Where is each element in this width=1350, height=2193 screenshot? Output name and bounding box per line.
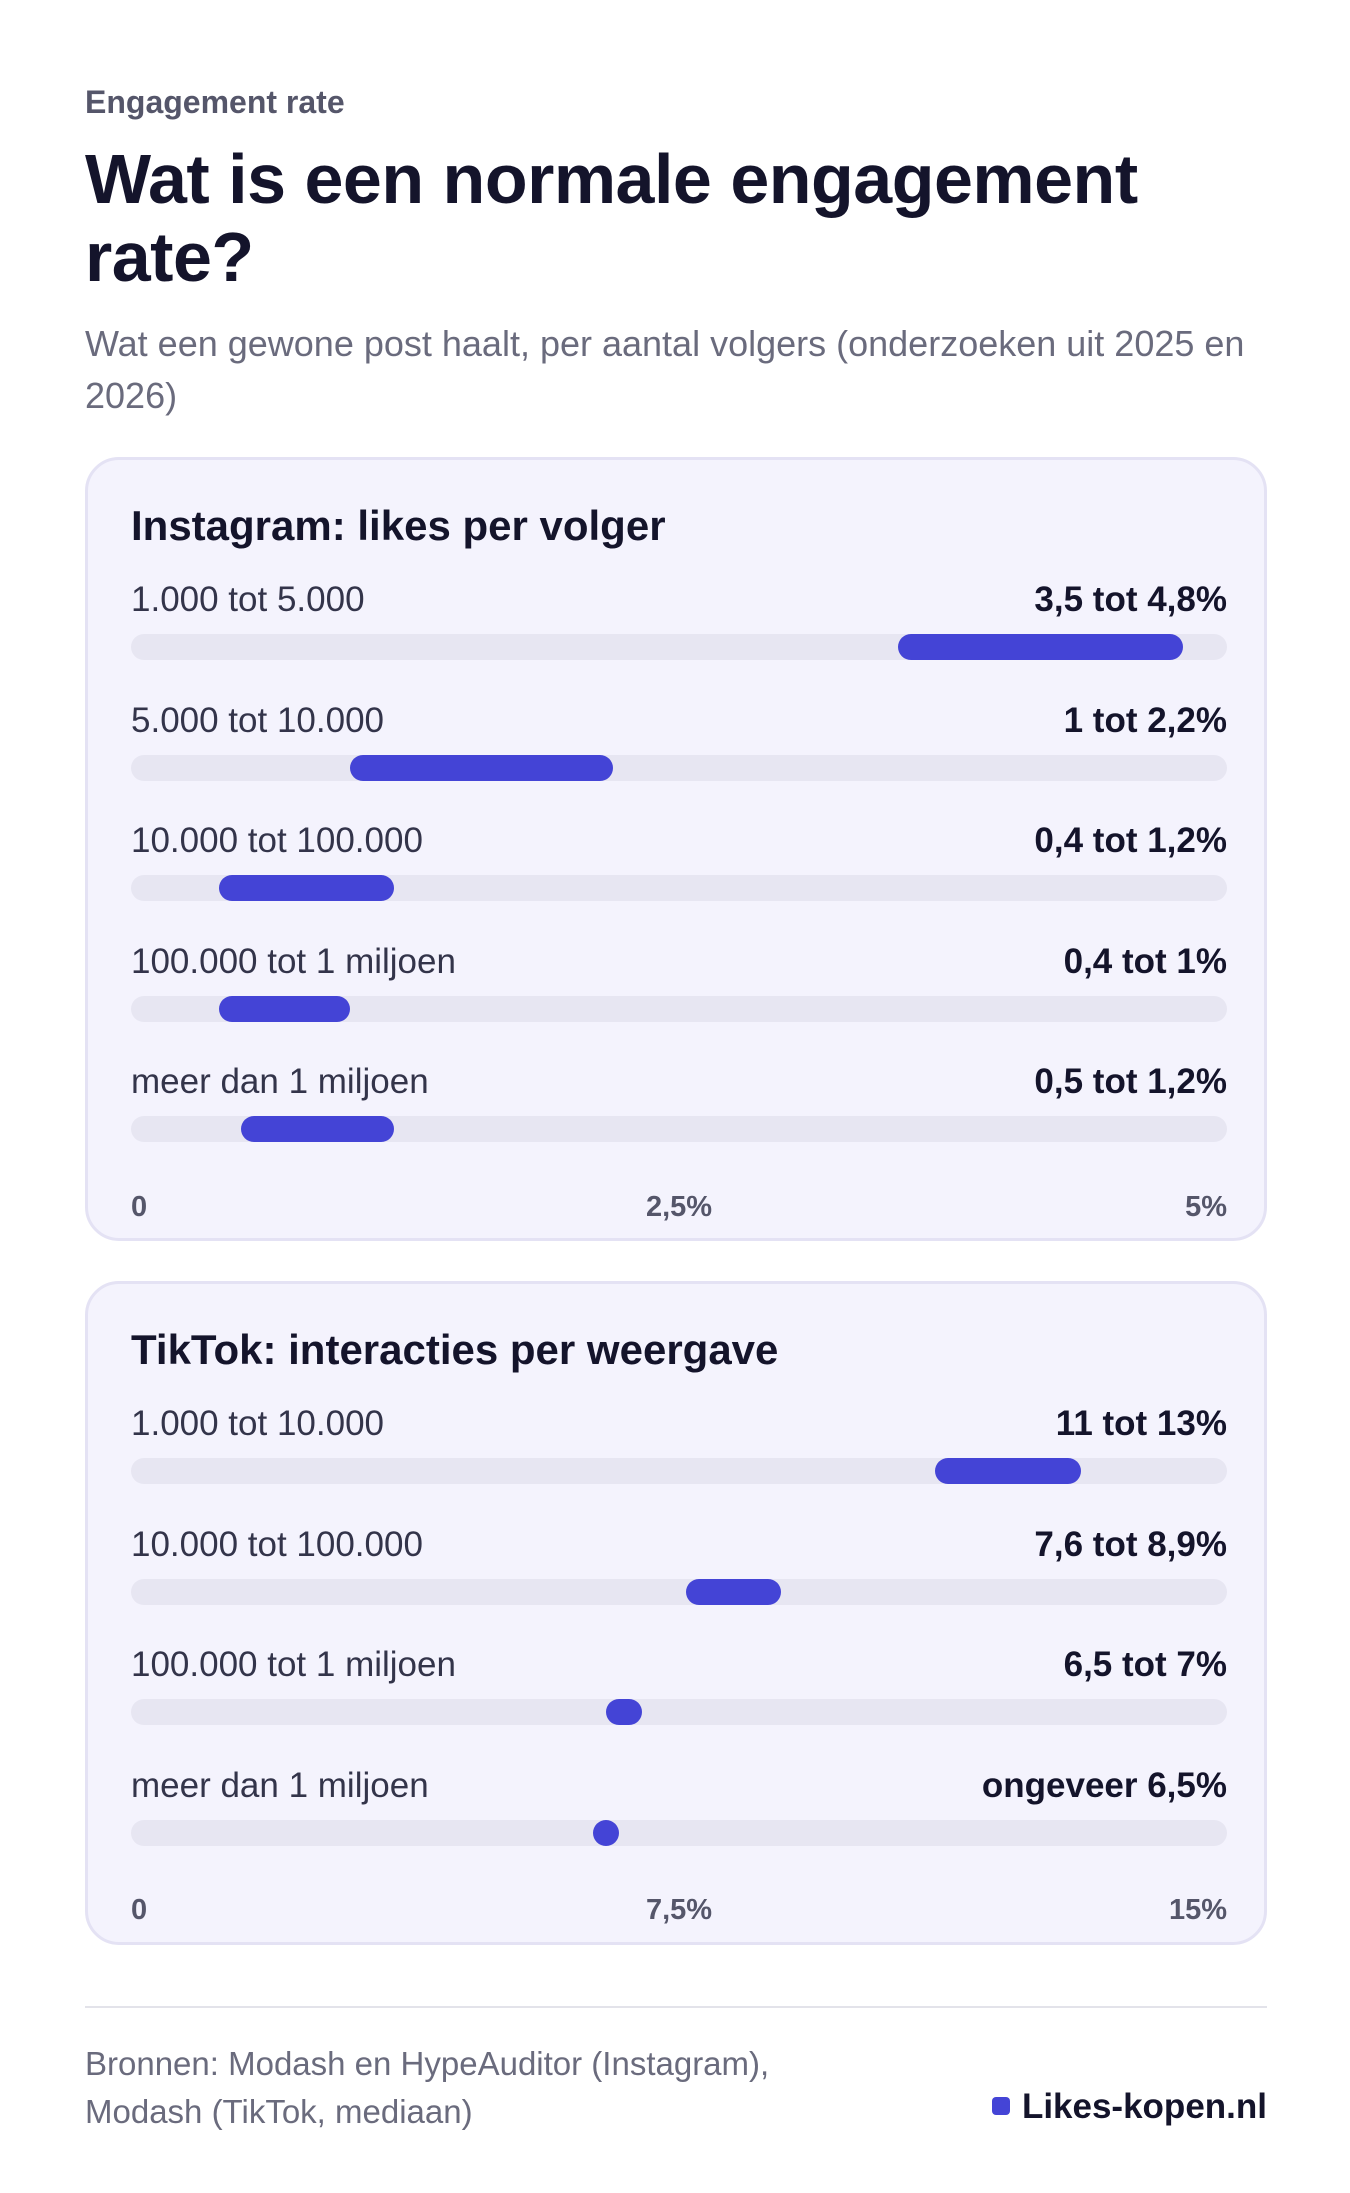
row-value-label: 6,5 tot 7% (1063, 1645, 1227, 1684)
range-bar (605, 1699, 643, 1725)
sources-line: Modash (TikTok, mediaan) (85, 2093, 473, 2130)
chart-row: 10.000 tot 100.000 7,6 tot 8,9% (131, 1525, 1227, 1625)
subtitle: Wat een gewone post haalt, per aantal vo… (85, 323, 1245, 416)
row-label: 100.000 tot 1 miljoen (131, 1645, 456, 1684)
chart-row: 10.000 tot 100.000 0,4 tot 1,2% (131, 821, 1227, 921)
tiktok-chart-card: TikTok: interacties per weergave 1.000 t… (85, 1281, 1267, 1945)
row-label: 10.000 tot 100.000 (131, 1524, 423, 1564)
x-axis: 0 7,5% 15% (131, 1894, 1227, 1934)
brand-dot-icon (991, 2097, 1010, 2115)
range-bar (350, 754, 614, 781)
page-title: Wat is een normale engagement rate? (85, 140, 1138, 296)
x-axis: 0 2,5% 5% (131, 1191, 1227, 1231)
sources: Bronnen: Modash en HypeAuditor (Instagra… (85, 2040, 985, 2136)
axis-tick-label: 0 (131, 1190, 148, 1223)
row-value-label: 0,4 tot 1% (1063, 941, 1227, 981)
bar-track (131, 634, 1227, 660)
row-label: 100.000 tot 1 miljoen (131, 941, 456, 981)
row-value-label: 3,5 tot 4,8% (1034, 580, 1227, 619)
row-label: 1.000 tot 5.000 (131, 580, 365, 619)
axis-tick-label: 7,5% (645, 1894, 713, 1926)
row-label: 10.000 tot 100.000 (131, 821, 423, 860)
range-bar (218, 995, 351, 1022)
bar-track (131, 1819, 1227, 1846)
row-label: meer dan 1 miljoen (131, 1765, 429, 1805)
range-bar (898, 634, 1184, 660)
chart-row: 5.000 tot 10.000 1 tot 2,2% (131, 701, 1227, 801)
chart-title: Instagram: likes per volger (131, 502, 666, 549)
row-value-label: 0,5 tot 1,2% (1034, 1062, 1227, 1101)
row-label: 5.000 tot 10.000 (131, 700, 384, 740)
axis-tick-label: 2,5% (645, 1190, 713, 1223)
kicker: Engagement rate (85, 84, 345, 120)
bar-track (131, 875, 1227, 901)
range-bar (934, 1458, 1081, 1484)
chart-row: 100.000 tot 1 miljoen 0,4 tot 1% (131, 942, 1227, 1042)
brand[interactable]: Likes-kopen.nl (991, 2087, 1267, 2127)
range-bar (592, 1819, 619, 1846)
chart-row: 100.000 tot 1 miljoen 6,5 tot 7% (131, 1645, 1227, 1745)
bar-track (131, 1699, 1227, 1725)
bar-track (131, 754, 1227, 781)
bar-track (131, 1578, 1227, 1605)
row-value-label: ongeveer 6,5% (981, 1765, 1227, 1805)
row-label: 1.000 tot 10.000 (131, 1404, 384, 1443)
row-value-label: 0,4 tot 1,2% (1034, 821, 1227, 860)
bar-track (131, 1458, 1227, 1484)
bar-track (131, 1116, 1227, 1142)
chart-row: meer dan 1 miljoen 0,5 tot 1,2% (131, 1062, 1227, 1162)
row-value-label: 1 tot 2,2% (1063, 700, 1227, 740)
chart-row: 1.000 tot 5.000 3,5 tot 4,8% (131, 580, 1227, 680)
chart-row: 1.000 tot 10.000 11 tot 13% (131, 1404, 1227, 1504)
brand-label: Likes-kopen.nl (1021, 2087, 1267, 2126)
row-label: meer dan 1 miljoen (131, 1062, 429, 1101)
axis-tick-label: 5% (1185, 1190, 1227, 1223)
range-bar (218, 875, 395, 901)
axis-tick-label: 15% (1168, 1894, 1227, 1926)
footer-divider (85, 2006, 1267, 2008)
row-value-label: 11 tot 13% (1055, 1404, 1227, 1443)
chart-title: TikTok: interacties per weergave (131, 1326, 779, 1373)
chart-row: meer dan 1 miljoen ongeveer 6,5% (131, 1766, 1227, 1866)
bar-track (131, 995, 1227, 1022)
range-bar (240, 1116, 395, 1142)
axis-tick-label: 0 (131, 1894, 148, 1926)
instagram-chart-card: Instagram: likes per volger 1.000 tot 5.… (85, 457, 1267, 1241)
row-value-label: 7,6 tot 8,9% (1034, 1524, 1227, 1564)
range-bar (686, 1578, 782, 1605)
sources-line: Bronnen: Modash en HypeAuditor (Instagra… (85, 2045, 770, 2082)
